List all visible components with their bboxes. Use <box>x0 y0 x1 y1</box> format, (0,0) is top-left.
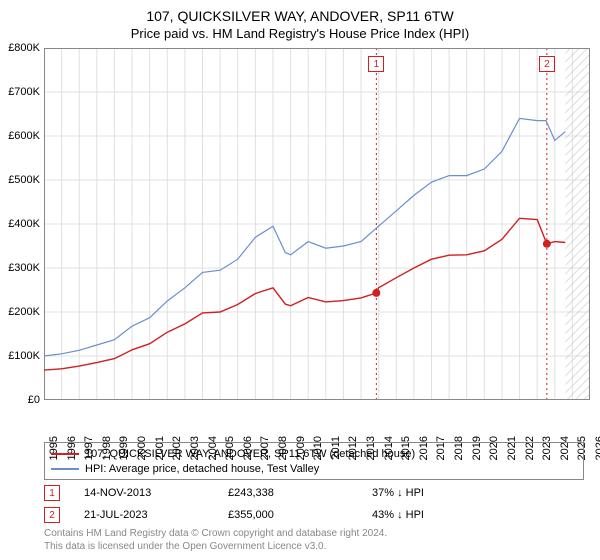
sale-marker-box: 2 <box>44 507 60 523</box>
legend-row: HPI: Average price, detached house, Test… <box>51 461 577 476</box>
y-tick-label: £600K <box>8 130 40 142</box>
y-axis: £0£100K£200K£300K£400K£500K£600K£700K£80… <box>0 48 44 400</box>
sale-row: 1 14-NOV-2013 £243,338 37% ↓ HPI <box>44 482 584 504</box>
y-tick-label: £400K <box>8 218 40 230</box>
y-tick-label: £100K <box>8 350 40 362</box>
sale-price: £243,338 <box>228 487 368 499</box>
legend-swatch <box>51 468 79 470</box>
chart-area: 12 <box>44 48 590 400</box>
footer: Contains HM Land Registry data © Crown c… <box>44 528 387 553</box>
sale-row: 2 21-JUL-2023 £355,000 43% ↓ HPI <box>44 504 584 526</box>
legend-label: HPI: Average price, detached house, Test… <box>85 463 319 475</box>
sales-table: 1 14-NOV-2013 £243,338 37% ↓ HPI 2 21-JUL-202… <box>44 482 584 526</box>
legend: 107, QUICKSILVER WAY, ANDOVER, SP11 6TW … <box>44 442 584 480</box>
sale-marker-1: 1 <box>368 56 384 72</box>
chart-svg <box>44 48 590 400</box>
y-tick-label: £700K <box>8 86 40 98</box>
sale-date: 21-JUL-2023 <box>84 509 224 521</box>
y-tick-label: £800K <box>8 42 40 54</box>
sale-marker-box: 1 <box>44 485 60 501</box>
legend-row: 107, QUICKSILVER WAY, ANDOVER, SP11 6TW … <box>51 446 577 461</box>
y-tick-label: £300K <box>8 262 40 274</box>
page-subtitle: Price paid vs. HM Land Registry's House … <box>0 26 600 41</box>
page-title: 107, QUICKSILVER WAY, ANDOVER, SP11 6TW <box>0 8 600 24</box>
x-axis: 1995199619971998199920002001200220032004… <box>44 400 590 440</box>
footer-line-2: This data is licensed under the Open Gov… <box>44 541 387 554</box>
y-tick-label: £200K <box>8 306 40 318</box>
x-tick-label: 2026 <box>594 436 600 460</box>
legend-label: 107, QUICKSILVER WAY, ANDOVER, SP11 6TW … <box>85 448 415 460</box>
sale-pct: 43% ↓ HPI <box>372 509 452 521</box>
y-tick-label: £0 <box>28 394 40 406</box>
sale-pct: 37% ↓ HPI <box>372 487 452 499</box>
legend-swatch <box>51 453 79 455</box>
sale-date: 14-NOV-2013 <box>84 487 224 499</box>
y-tick-label: £500K <box>8 174 40 186</box>
sale-marker-2: 2 <box>539 56 555 72</box>
sale-price: £355,000 <box>228 509 368 521</box>
footer-line-1: Contains HM Land Registry data © Crown c… <box>44 528 387 541</box>
